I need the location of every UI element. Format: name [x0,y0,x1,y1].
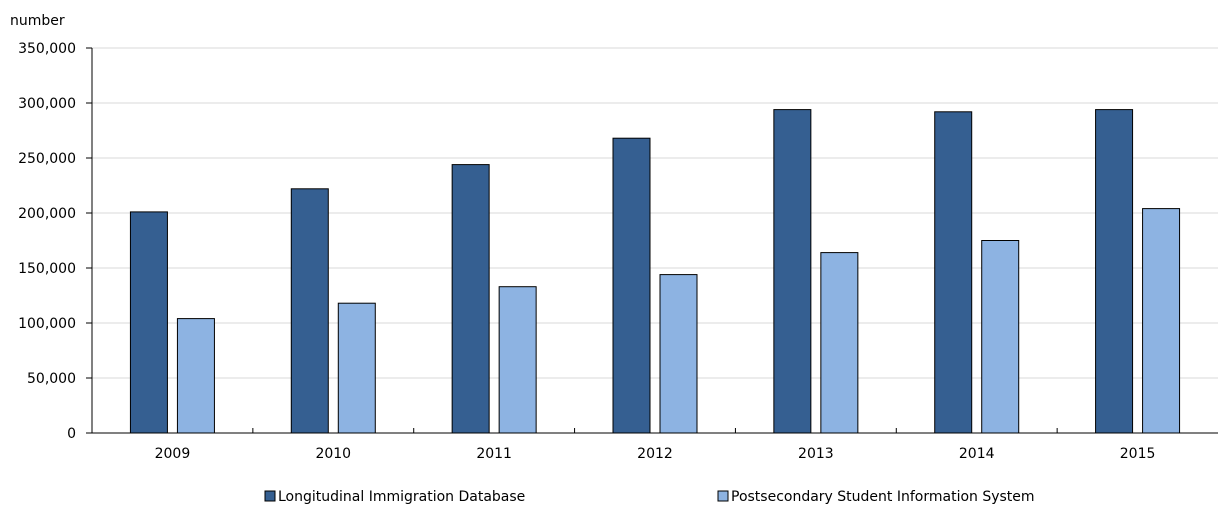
x-tick-label: 2012 [637,446,673,462]
legend-swatch [717,490,729,502]
y-axis-label: number [10,13,65,29]
bar-lid-2011 [451,164,490,434]
bar-psis-2013 [820,252,859,434]
y-tick-label: 200,000 [18,206,76,222]
x-tick-label: 2013 [798,446,834,462]
bar-lid-2013 [773,109,812,434]
bar-psis-2009 [176,318,215,434]
y-tick-label: 0 [67,426,76,442]
y-tick-label: 150,000 [18,261,76,277]
legend-label: Postsecondary Student Information System [731,489,1035,505]
x-tick-label: 2010 [315,446,351,462]
bar-lid-2014 [934,111,973,434]
bars [129,109,1181,434]
gridlines [92,47,1218,379]
bar-psis-2015 [1142,208,1181,434]
x-tick-label: 2014 [959,446,995,462]
bar-psis-2011 [498,286,537,434]
y-tick-label: 100,000 [18,316,76,332]
legend-label: Longitudinal Immigration Database [278,489,525,505]
y-tick-label: 250,000 [18,151,76,167]
y-tick-label: 50,000 [27,371,76,387]
bar-lid-2012 [612,137,651,434]
bar-psis-2014 [981,240,1020,434]
legend-swatch [264,490,276,502]
bar-lid-2010 [290,188,329,434]
axes: 0 50,000 100,000 150,000 200,000 250,000 300,0… [18,41,1218,462]
legend: Longitudinal Immigration Database Postsec… [264,489,1035,505]
bar-lid-2009 [129,211,168,434]
y-tick-label: 300,000 [18,96,76,112]
y-tick-label: 350,000 [18,41,76,57]
bar-psis-2010 [337,302,376,434]
x-tick-label: 2009 [155,446,191,462]
bar-psis-2012 [659,274,698,434]
x-tick-label: 2011 [476,446,512,462]
x-tick-label: 2015 [1120,446,1156,462]
bar-lid-2015 [1095,109,1134,434]
